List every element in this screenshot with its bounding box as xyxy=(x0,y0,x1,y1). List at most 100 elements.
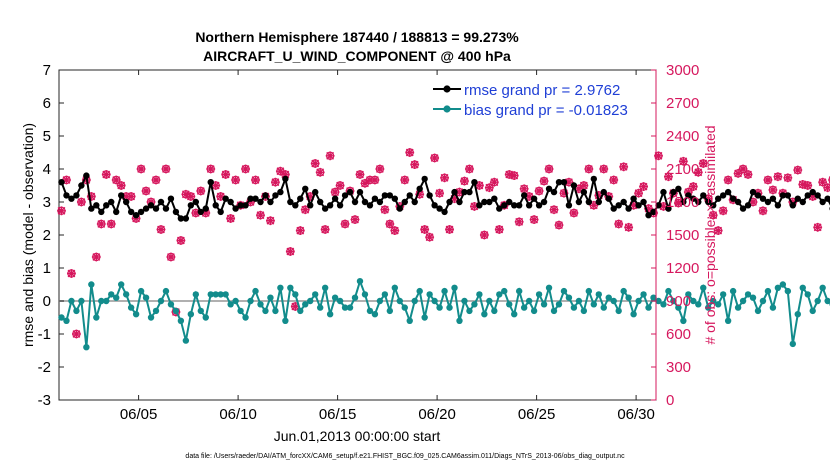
obs-possible-marker xyxy=(783,173,793,182)
obs-assimilated-marker xyxy=(673,198,683,208)
obs-possible-marker xyxy=(743,170,753,179)
obs-assimilated-marker xyxy=(216,192,226,201)
obs-assimilated-marker xyxy=(738,164,748,174)
obs-assimilated-marker xyxy=(788,197,798,207)
plot-area xyxy=(58,69,657,401)
bias-point xyxy=(421,314,428,321)
obs-possible-marker xyxy=(758,206,768,215)
bias-point xyxy=(764,287,772,295)
bias-point xyxy=(705,304,712,311)
rmse-point xyxy=(436,205,443,212)
rmse-point xyxy=(496,205,503,212)
obs-possible-marker xyxy=(365,175,375,185)
rmse-point xyxy=(565,202,573,209)
rmse-point xyxy=(132,212,140,219)
bias-point xyxy=(774,284,782,291)
bias-point xyxy=(555,301,563,308)
bias-point xyxy=(734,304,742,311)
obs-possible-marker xyxy=(619,162,628,171)
rmse-point xyxy=(232,205,239,212)
rmse-point xyxy=(371,195,379,202)
obs-assimilated-marker xyxy=(305,192,315,201)
rmse-point xyxy=(535,202,543,209)
bias-point xyxy=(376,297,384,305)
obs-assimilated-marker xyxy=(479,230,489,240)
obs-assimilated-marker xyxy=(654,151,663,161)
legend: rmse grand pr = 2.9762 bias grand pr = -… xyxy=(433,82,628,119)
bias-point xyxy=(610,297,617,305)
obs-assimilated-marker xyxy=(270,177,280,187)
obs-assimilated-marker xyxy=(465,164,474,174)
obs-assimilated-marker xyxy=(808,192,818,201)
obs-assimilated-marker xyxy=(793,165,803,175)
legend-bias-marker xyxy=(443,105,451,113)
bias-point xyxy=(436,304,443,311)
bias-point xyxy=(645,304,652,311)
obs-assimilated-marker xyxy=(455,187,464,197)
rmse-point xyxy=(103,202,110,209)
bias-point xyxy=(341,304,349,311)
obs-assimilated-marker xyxy=(584,164,594,174)
rmse-point xyxy=(774,202,782,209)
obs-possible-marker xyxy=(181,190,191,199)
obs-possible-marker xyxy=(77,197,86,207)
rmse-point xyxy=(147,202,155,209)
bias-point xyxy=(351,294,359,301)
obs-assimilated-marker xyxy=(594,190,604,200)
x-tick-label: 06/15 xyxy=(319,406,357,423)
rmse-point xyxy=(724,188,732,196)
bias-point xyxy=(321,284,329,291)
obs-possible-marker xyxy=(126,192,136,201)
obs-possible-marker xyxy=(311,159,320,168)
y2-tick-label: 600 xyxy=(666,326,691,343)
obs-possible-marker xyxy=(485,183,494,192)
rmse-point xyxy=(550,188,558,196)
obs-assimilated-marker xyxy=(290,302,300,311)
rmse-point xyxy=(351,198,359,206)
bias-point xyxy=(117,281,125,288)
obs-possible-marker xyxy=(420,225,429,234)
rmse-point xyxy=(68,195,75,202)
bias-point xyxy=(570,304,578,311)
bias-point xyxy=(680,317,687,324)
obs-assimilated-marker xyxy=(703,194,713,204)
bias-point xyxy=(675,304,682,311)
obs-assimilated-marker xyxy=(186,192,196,201)
obs-possible-marker xyxy=(505,170,514,179)
bias-point xyxy=(152,307,160,315)
bias-point xyxy=(227,301,234,308)
rmse-point xyxy=(192,198,200,206)
rmse-point xyxy=(620,198,627,206)
bias-point xyxy=(819,284,826,291)
y2-tick-label: 0 xyxy=(666,392,674,409)
bias-point xyxy=(58,314,65,321)
rmse-point xyxy=(506,198,513,206)
rmse-point xyxy=(83,172,90,179)
obs-assimilated-marker xyxy=(723,175,733,185)
bias-point xyxy=(292,291,299,298)
obs-possible-marker xyxy=(400,175,409,185)
y2-tick-label: 2700 xyxy=(666,95,699,112)
bias-point xyxy=(605,294,612,301)
rmse-point xyxy=(257,198,264,206)
bias-point xyxy=(695,301,702,308)
x-axis-label: Jun.01,2013 00:00:00 start xyxy=(274,428,441,444)
obs-possible-marker xyxy=(92,252,101,262)
bias-point xyxy=(217,291,224,298)
rmse-point xyxy=(695,198,702,206)
bias-point xyxy=(88,281,95,288)
obs-possible-marker xyxy=(350,215,360,224)
obs-assimilated-marker xyxy=(146,197,156,207)
bias-point xyxy=(515,287,523,295)
bias-point xyxy=(68,297,75,305)
bias-point xyxy=(187,311,195,318)
rmse-point xyxy=(187,202,195,209)
obs-assimilated-marker xyxy=(549,205,559,215)
axis-layer: -3 -2 -1 0 1 2 3 4 5 6 7 0 300 600 900 1200 1500 1800 2100… xyxy=(38,62,700,423)
obs-possible-marker xyxy=(370,175,380,185)
obs-possible-marker xyxy=(539,176,549,186)
obs-possible-marker xyxy=(733,169,743,178)
obs-possible-marker xyxy=(738,164,748,174)
bias-point xyxy=(346,304,354,311)
obs-assimilated-marker xyxy=(350,215,360,225)
